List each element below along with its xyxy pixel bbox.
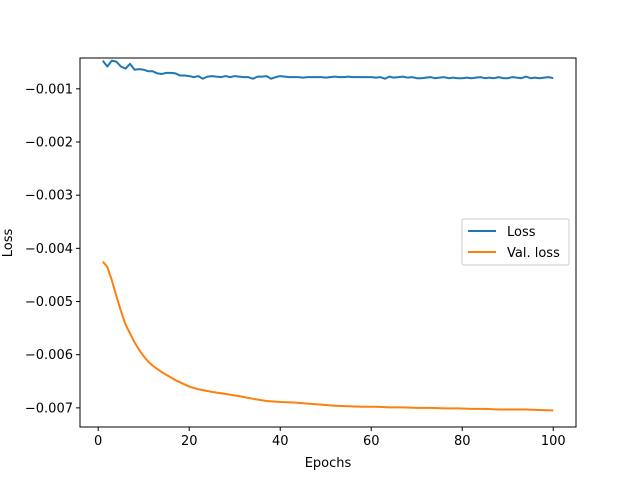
plot-frame xyxy=(79,57,577,428)
x-tick-label: 20 xyxy=(181,434,198,449)
y-tick-label: −0.005 xyxy=(25,295,73,310)
x-tick-label: 0 xyxy=(94,434,102,449)
y-axis: −0.001 −0.002 −0.003 −0.004 −0.005 −0.006 −0.0… xyxy=(25,82,80,416)
x-axis-label: Epochs xyxy=(305,456,352,471)
x-tick-label: 100 xyxy=(541,434,566,449)
x-tick-label: 80 xyxy=(454,434,471,449)
x-tick-label: 40 xyxy=(272,434,289,449)
legend-label-loss: Loss xyxy=(507,225,536,240)
legend: Loss Val. loss xyxy=(461,218,570,266)
series-line-val-loss xyxy=(101,260,554,412)
series-line-loss xyxy=(101,59,554,80)
y-tick-label: −0.003 xyxy=(25,189,73,204)
y-axis-label: Loss xyxy=(1,229,16,258)
x-tick-label: 60 xyxy=(363,434,380,449)
plot-lines xyxy=(101,59,554,412)
y-tick-label: −0.006 xyxy=(25,348,73,363)
legend-label-val-loss: Val. loss xyxy=(507,246,560,261)
y-tick-label: −0.002 xyxy=(25,136,73,151)
y-tick-label: −0.001 xyxy=(25,82,73,97)
x-axis: 0 20 40 60 80 100 xyxy=(94,427,566,449)
y-tick-label: −0.007 xyxy=(25,401,73,416)
y-tick-label: −0.004 xyxy=(25,242,73,257)
